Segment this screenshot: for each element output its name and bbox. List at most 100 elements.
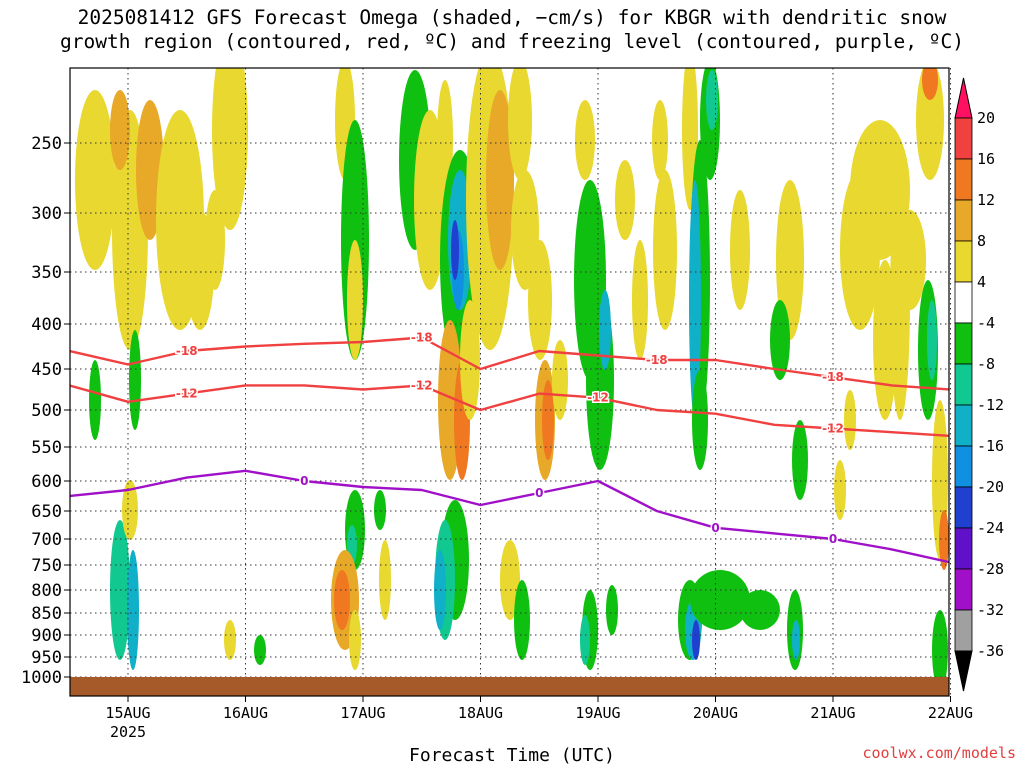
omega-blob	[834, 460, 846, 520]
omega-blob	[334, 570, 350, 630]
y-tick-label: 550	[31, 438, 62, 458]
omega-blob	[129, 330, 141, 430]
dgz-minus12-line	[70, 384, 949, 438]
colorbar-label: -28	[977, 560, 1004, 578]
omega-blob	[606, 585, 618, 635]
colorbar-label: -8	[977, 355, 995, 373]
x-tick-label: 18AUG	[458, 704, 503, 722]
omega-blob	[653, 170, 677, 330]
omega-blob	[692, 370, 708, 470]
dgz-minus18-label: -18	[646, 353, 668, 367]
colorbar-label: -4	[977, 314, 995, 332]
colorbar-swatch	[954, 281, 973, 324]
omega-blob	[792, 620, 800, 660]
freezing-level-label: 0	[300, 474, 308, 488]
omega-blob	[922, 68, 938, 100]
omega-blob	[632, 240, 648, 360]
omega-blob	[75, 90, 115, 270]
freezing-level-label: 0	[829, 532, 837, 546]
omega-blob	[776, 180, 804, 340]
dgz-minus18-label: -18	[176, 344, 198, 358]
omega-blob	[205, 190, 225, 290]
omega-blob	[374, 490, 386, 530]
omega-blob	[939, 510, 949, 570]
colorbar-swatch	[954, 486, 973, 529]
freezing-level-label: 0	[711, 521, 719, 535]
chart-title: 2025081412 GFS Forecast Omega (shaded, −…	[0, 6, 1024, 54]
title-line-1: 2025081412 GFS Forecast Omega (shaded, −…	[77, 6, 947, 29]
omega-blob	[740, 590, 780, 630]
colorbar-swatch	[954, 445, 973, 488]
omega-blob	[514, 580, 530, 660]
colorbar-label: 4	[977, 273, 986, 291]
colorbar-swatch	[954, 363, 973, 406]
colorbar-swatch	[954, 609, 973, 652]
omega-blob	[110, 90, 130, 170]
colorbar-swatch	[954, 404, 973, 447]
y-tick-label: 1000	[21, 668, 62, 688]
omega-blob	[652, 100, 668, 180]
x-tick-label: 21AUG	[810, 704, 855, 722]
omega-blob	[528, 240, 552, 360]
y-tick-label: 950	[31, 648, 62, 668]
freezing-level-label: 0	[535, 486, 543, 500]
y-tick-label: 900	[31, 626, 62, 646]
x-axis-label: Forecast Time (UTC)	[409, 745, 615, 766]
colorbar-label: 12	[977, 191, 995, 209]
y-tick-label: 250	[31, 134, 62, 154]
x-tick-label: 22AUG	[928, 704, 973, 722]
y-tick-label: 850	[31, 604, 62, 624]
y-axis: 2503003504004505005506006507007508008509…	[21, 134, 70, 688]
colorbar: 20 16 12 8 4 -4 -8 -12 -16 -20 -24 -28 -32 -36	[954, 77, 1004, 692]
colorbar-top-arrow	[954, 77, 973, 119]
colorbar-swatch	[954, 117, 973, 160]
y-tick-label: 650	[31, 502, 62, 522]
omega-blob	[89, 360, 101, 440]
colorbar-swatch	[954, 568, 973, 611]
y-tick-label: 450	[31, 360, 62, 380]
x-tick-label: 20AUG	[693, 704, 738, 722]
dgz-minus12-label: -12	[176, 387, 198, 401]
colorbar-swatch	[954, 199, 973, 242]
y-tick-label: 500	[31, 401, 62, 421]
omega-blob	[460, 300, 480, 420]
colorbar-label: -36	[977, 642, 1004, 660]
omega-blob	[127, 550, 139, 670]
omega-blob	[932, 610, 948, 690]
y-tick-label: 700	[31, 530, 62, 550]
omega-blob	[894, 210, 926, 310]
omega-blob	[349, 610, 361, 670]
y-tick-label: 600	[31, 472, 62, 492]
omega-blob	[552, 340, 568, 420]
colorbar-label: 20	[977, 109, 995, 127]
omega-blob	[580, 615, 590, 665]
colorbar-label: 16	[977, 150, 995, 168]
colorbar-label: -24	[977, 519, 1004, 537]
omega-blob	[122, 480, 138, 540]
dgz-minus12-label: -12	[411, 378, 433, 392]
omega-blob	[692, 620, 700, 660]
omega-blob	[770, 300, 790, 380]
terrain-bar	[70, 677, 949, 696]
y-tick-label: 400	[31, 315, 62, 335]
credit-link[interactable]: coolwx.com/models	[862, 744, 1016, 762]
contours: -18 -18 -18 -18 -12 -12 -12 -12 0 0 0 0	[70, 329, 949, 564]
omega-blob	[615, 160, 635, 240]
x-year-label: 2025	[110, 723, 146, 741]
omega-blob	[347, 240, 363, 360]
y-tick-label: 800	[31, 581, 62, 601]
x-tick-label: 16AUG	[223, 704, 268, 722]
colorbar-swatch	[954, 158, 973, 201]
colorbar-label: 8	[977, 232, 986, 250]
omega-blob	[379, 540, 391, 620]
x-axis: 15AUG 16AUG 17AUG 18AUG 19AUG 20AUG 21AUG 22AUG…	[105, 696, 973, 741]
omega-blob	[730, 190, 750, 310]
omega-blob	[254, 635, 266, 665]
omega-blob	[508, 68, 532, 180]
freezing-level-line	[70, 469, 949, 564]
omega-blob	[542, 380, 554, 460]
colorbar-swatch	[954, 527, 973, 570]
omega-blob	[486, 90, 514, 270]
omega-blob	[599, 290, 611, 370]
omega-blob	[706, 70, 718, 130]
